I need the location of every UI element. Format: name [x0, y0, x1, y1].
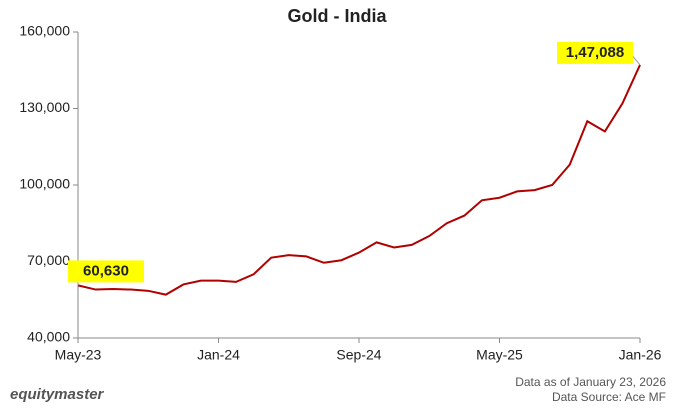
note-source: Data Source: Ace MF [552, 390, 666, 404]
x-tick-label: Jan-24 [197, 347, 240, 363]
label-bg [557, 41, 633, 64]
value-label: 60,630 [83, 262, 129, 279]
x-tick-label: Sep-24 [336, 347, 381, 363]
brand: equitymaster [10, 386, 105, 403]
x-tick-label: May-25 [476, 347, 523, 363]
value-label: 1,47,088 [566, 44, 624, 61]
y-tick-label: 40,000 [27, 329, 70, 345]
y-tick-label: 130,000 [19, 99, 70, 115]
x-tick-label: May-23 [55, 347, 102, 363]
label-bg [68, 260, 144, 283]
y-tick-label: 100,000 [19, 176, 70, 192]
chart-title: Gold - India [288, 6, 388, 26]
y-tick-label: 70,000 [27, 252, 70, 268]
line [77, 64, 641, 296]
x-tick-label: Jan-26 [619, 347, 662, 363]
y-tick-label: 160,000 [19, 23, 70, 39]
note-date: Data as of January 23, 2026 [515, 375, 666, 389]
